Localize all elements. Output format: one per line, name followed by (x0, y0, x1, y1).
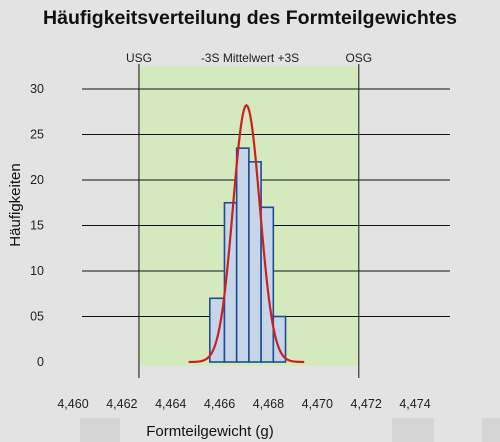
y-axis-title: Häufigkeiten (7, 163, 24, 246)
limit-label-usg: USG (126, 51, 152, 65)
limit-lines: USG OSG (126, 51, 372, 378)
x-tick-labels: 4,460 4,462 4,464 4,466 4,468 4,470 4,472 4,474 (57, 397, 430, 411)
y-tick-label-5: 25 (30, 128, 44, 142)
x-tick-label-2: 4,464 (155, 397, 186, 411)
chart-title: Häufigkeitsverteilung des Formteilgewich… (43, 7, 457, 29)
x-tick-label-7: 4,474 (399, 397, 430, 411)
bar-2 (235, 147, 250, 363)
bottom-panels (80, 418, 500, 442)
x-tick-label-4: 4,468 (253, 397, 284, 411)
x-tick-label-3: 4,466 (204, 397, 235, 411)
y-tick-label-0: 0 (37, 355, 44, 369)
normal-curve (188, 104, 305, 364)
x-axis-title: Formteilgewicht (g) (146, 423, 274, 440)
y-tick-label-4: 20 (30, 173, 44, 187)
y-tick-label-1: 05 (30, 310, 44, 324)
x-tick-label-1: 4,462 (106, 397, 137, 411)
y-tick-label-6: 30 (30, 82, 44, 96)
center-label: -3S Mittelwert +3S (201, 51, 299, 65)
bar-5 (272, 315, 287, 363)
y-tick-label-3: 15 (30, 219, 44, 233)
y-tick-labels: 0 05 10 15 20 25 30 (30, 82, 44, 369)
x-tick-label-0: 4,460 (57, 397, 88, 411)
x-tick-label-6: 4,472 (351, 397, 382, 411)
x-tick-label-5: 4,470 (302, 397, 333, 411)
limit-label-osg: OSG (345, 51, 372, 65)
y-tick-label-2: 10 (30, 264, 44, 278)
